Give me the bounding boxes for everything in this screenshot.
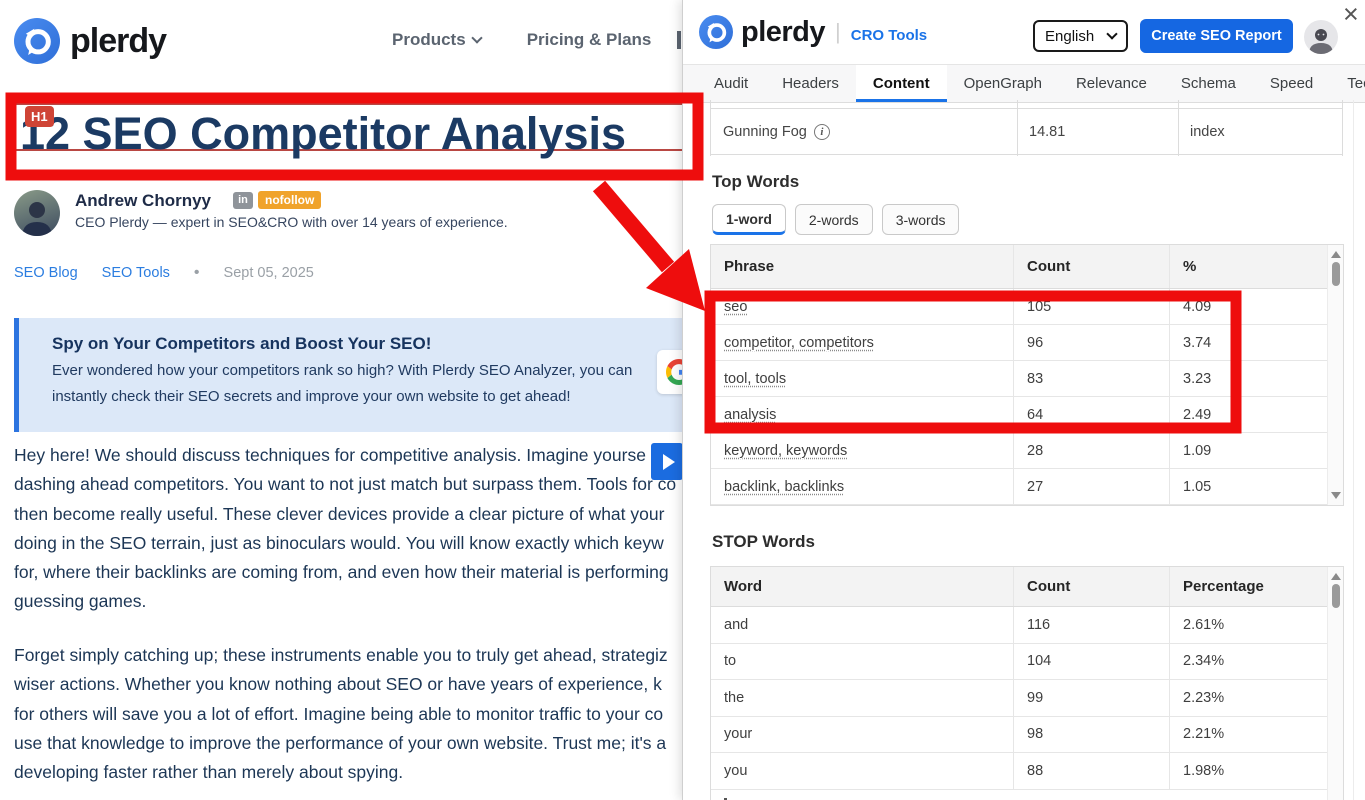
phrase-link[interactable]: backlink, backlinks xyxy=(724,478,845,495)
callout-title: Spy on Your Competitors and Boost Your S… xyxy=(52,334,432,353)
page-title: 12 SEO Competitor Analysis xyxy=(20,108,627,159)
site-logo-text: plerdy xyxy=(70,21,167,60)
col-percent: % xyxy=(1183,258,1197,275)
play-icon xyxy=(662,453,675,470)
language-select[interactable]: English xyxy=(1033,20,1128,52)
tab-audit[interactable]: Audit xyxy=(714,75,749,92)
scroll-thumb[interactable] xyxy=(1332,584,1340,608)
site-logo[interactable]: plerdy xyxy=(14,18,167,64)
tab-content[interactable]: Content xyxy=(855,65,947,102)
table-scrollbar[interactable] xyxy=(1327,567,1343,800)
phrase-link[interactable]: keyword, keywords xyxy=(724,442,848,459)
top-words-heading: Top Words xyxy=(712,172,800,191)
panel-tabs: Audit Headers Content OpenGraph Relevanc… xyxy=(683,64,1365,103)
plerdy-logo-icon xyxy=(699,15,733,49)
tab-schema[interactable]: Schema xyxy=(1180,75,1236,92)
table-scrollbar[interactable] xyxy=(1327,245,1343,505)
close-icon[interactable]: × xyxy=(1343,0,1359,29)
panel-scroll-track[interactable] xyxy=(1353,100,1354,800)
table-row: and 116 2.61% xyxy=(711,607,1343,644)
nav-item-partial[interactable] xyxy=(677,31,681,49)
callout-text-line1: Ever wondered how your competitors rank … xyxy=(52,362,633,379)
cro-tools-label[interactable]: CRO Tools xyxy=(850,26,928,44)
table-row: analysis 64 2.49 xyxy=(711,397,1343,433)
chevron-down-icon xyxy=(1106,28,1118,40)
top-navigation: Products Pricing & Plans xyxy=(392,30,651,50)
callout-text-line2: instantly check their SEO secrets and im… xyxy=(52,388,571,405)
top-words-table: Phrase Count % seo 105 4.09 competitor, … xyxy=(710,244,1344,506)
scroll-up-icon[interactable] xyxy=(1331,573,1341,580)
tab-headers[interactable]: Headers xyxy=(782,75,839,92)
phrase-link[interactable]: analysis xyxy=(724,406,777,423)
info-icon[interactable]: i xyxy=(813,123,830,140)
col-phrase: Phrase xyxy=(711,245,1014,288)
post-date: Sept 05, 2025 xyxy=(223,265,314,281)
phrase-link[interactable]: seo xyxy=(724,298,748,315)
table-row: competitor, competitors 96 3.74 xyxy=(711,325,1343,361)
phrase-link[interactable]: competitor, competitors xyxy=(724,334,874,351)
word-count-filters: 1-word 2-words 3-words xyxy=(712,204,960,235)
clipped-word xyxy=(724,797,727,800)
nav-products[interactable]: Products xyxy=(392,30,483,50)
panel-logo-text: plerdy xyxy=(741,15,826,48)
scroll-thumb[interactable] xyxy=(1332,262,1340,286)
metric-value: 14.81 xyxy=(1029,123,1066,140)
account-avatar[interactable] xyxy=(1304,20,1338,54)
table-row: tool, tools 83 3.23 xyxy=(711,361,1343,397)
seo-tools-link[interactable]: SEO Tools xyxy=(101,265,170,281)
panel-logo: plerdy | CRO Tools xyxy=(699,15,927,49)
meta-separator: • xyxy=(193,264,200,281)
article-paragraph-1: Hey here! We should discuss techniques f… xyxy=(14,445,677,612)
table-row: the 99 2.23% xyxy=(711,680,1343,717)
table-row: seo 105 4.09 xyxy=(711,289,1343,325)
article-paragraph-2: Forget simply catching up; these instrum… xyxy=(14,645,668,783)
seo-analyzer-panel: plerdy | CRO Tools English Create SEO Re… xyxy=(682,0,1365,800)
table-row-partial xyxy=(711,790,1343,800)
author-name[interactable]: Andrew Chornyy xyxy=(75,191,212,210)
filter-2-words[interactable]: 2-words xyxy=(794,204,873,235)
scroll-down-icon[interactable] xyxy=(1331,492,1341,499)
chevron-down-icon xyxy=(471,32,483,44)
stop-words-heading: STOP Words xyxy=(712,532,815,551)
phrase-link[interactable]: tool, tools xyxy=(724,370,787,387)
nofollow-badge: nofollow xyxy=(258,191,322,209)
create-seo-report-button[interactable]: Create SEO Report xyxy=(1140,19,1293,53)
filter-3-words[interactable]: 3-words xyxy=(881,204,960,235)
table-row: your 98 2.21% xyxy=(711,716,1343,753)
video-play-button[interactable] xyxy=(651,443,683,480)
h1-tag-badge: H1 xyxy=(25,106,54,127)
readability-metric-table: Gunning Fog i 14.81 index xyxy=(710,100,1343,156)
tab-relevance[interactable]: Relevance xyxy=(1075,75,1147,92)
logo-divider: | xyxy=(835,19,841,44)
scroll-up-icon[interactable] xyxy=(1331,251,1341,258)
linkedin-icon[interactable]: in xyxy=(233,192,253,209)
tab-speed[interactable]: Speed xyxy=(1269,75,1314,92)
col-percentage: Percentage xyxy=(1183,578,1264,595)
col-count: Count xyxy=(1014,245,1170,288)
metric-label: Gunning Fog xyxy=(723,123,807,140)
seo-blog-link[interactable]: SEO Blog xyxy=(14,265,78,281)
metric-row-gunning-fog: Gunning Fog i 14.81 index xyxy=(711,109,1342,155)
table-row: to 104 2.34% xyxy=(711,643,1343,680)
col-count: Count xyxy=(1014,567,1170,606)
col-word: Word xyxy=(711,567,1014,606)
table-row: backlink, backlinks 27 1.05 xyxy=(711,469,1343,505)
tab-opengraph[interactable]: OpenGraph xyxy=(963,75,1042,92)
author-avatar xyxy=(14,190,60,236)
google-icon xyxy=(657,350,682,394)
plerdy-logo-icon xyxy=(14,18,60,64)
metric-unit: index xyxy=(1190,123,1225,140)
stop-words-table: Word Count Percentage and 116 2.61% to 1… xyxy=(710,566,1344,800)
post-meta: SEO Blog SEO Tools • Sept 05, 2025 xyxy=(14,264,314,282)
nav-pricing[interactable]: Pricing & Plans xyxy=(526,30,652,49)
table-row: you 88 1.98% xyxy=(711,753,1343,790)
promo-callout: Spy on Your Competitors and Boost Your S… xyxy=(14,318,682,432)
filter-1-word[interactable]: 1-word xyxy=(712,204,786,235)
author-bio: CEO Plerdy — expert in SEO&CRO with over… xyxy=(75,214,508,230)
table-row: keyword, keywords 28 1.09 xyxy=(711,433,1343,469)
tab-tech[interactable]: Tech xyxy=(1347,75,1365,92)
